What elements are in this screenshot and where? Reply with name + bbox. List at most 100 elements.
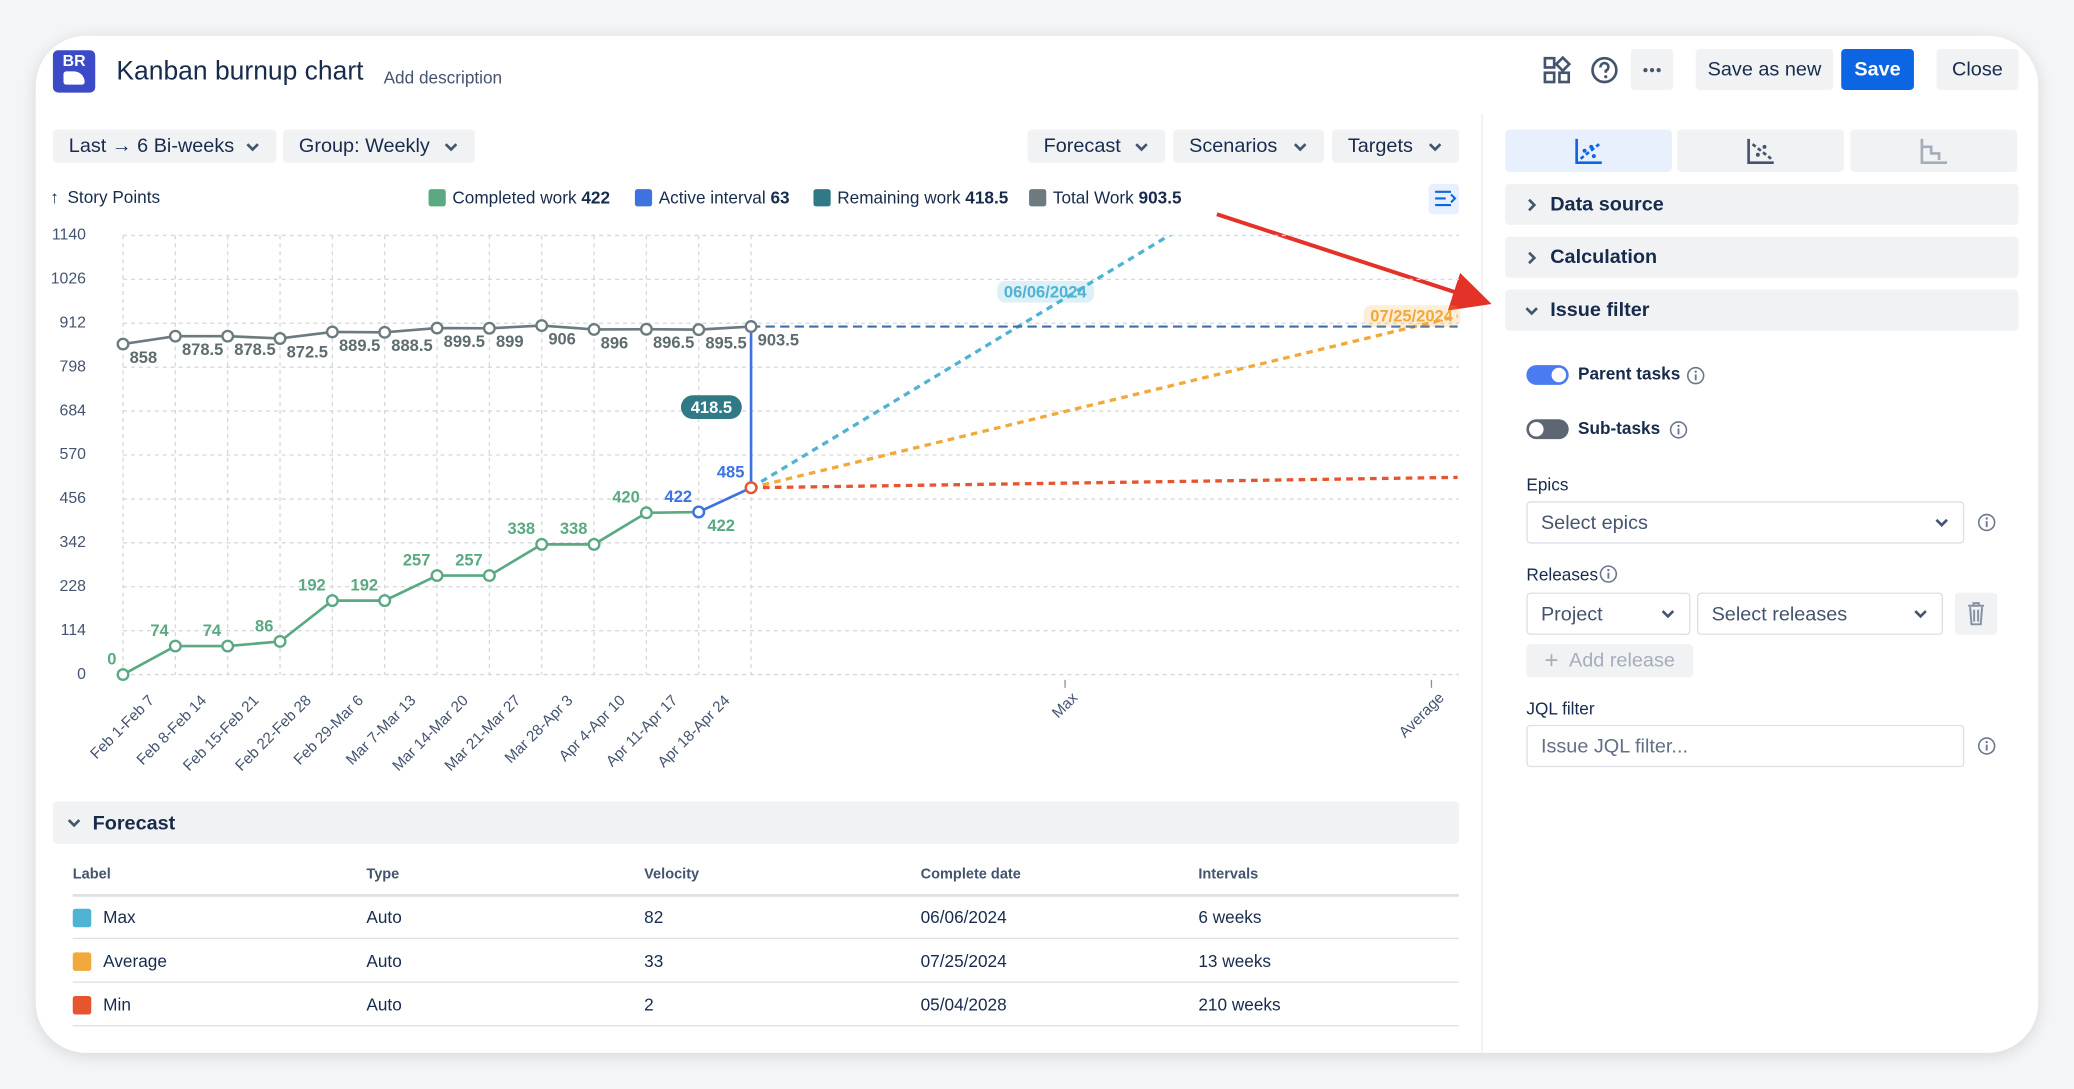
divider [1481,113,1483,1053]
forecast-title: Forecast [92,811,176,834]
data-label: 338 [560,519,588,538]
y-tick-label: 570 [60,446,87,463]
data-label: 889.5 [339,336,380,355]
y-tick-label: 912 [60,314,87,331]
x-tick-label: Max [1049,689,1082,722]
select[interactable]: Select releases [1697,592,1944,635]
info-icon[interactable] [1669,421,1688,440]
toggle[interactable] [1526,419,1569,440]
select[interactable]: Project [1526,592,1691,635]
cell: 13 weeks [1198,951,1272,971]
x-tick-label: Average [1396,689,1448,741]
y-tick-label: 456 [60,490,87,507]
data-label: 192 [298,575,326,594]
forecast-date: 07/25/2024 [1370,307,1453,326]
column-header: Complete date [920,866,1021,883]
chevron [1528,198,1537,211]
data-point [482,321,496,335]
legend-name: Completed work [452,187,577,207]
row-rule [72,937,1459,940]
cell: Auto [366,907,402,928]
y-axis-label: Story Points [67,187,160,207]
column-header: Type [366,866,400,883]
dropdown-label: Targets [1347,134,1413,158]
data-point [744,320,758,334]
header-rule [72,894,1459,897]
info-icon[interactable] [1977,513,1996,532]
accordion-title: Data source [1550,193,1664,216]
accordion-title: Calculation [1550,246,1658,269]
icon [1920,138,1948,165]
data-label: 896.5 [653,333,694,352]
description[interactable]: Add description [383,67,503,88]
remaining-badge [680,395,742,420]
chevron [1428,142,1442,151]
dropdown[interactable]: Targets [1331,129,1459,163]
placeholder: Issue JQL filter... [1540,734,1688,758]
annotation-arrow [1216,212,1492,311]
dropdown-label: Scenarios [1189,134,1278,158]
y-tick-label: 342 [60,534,87,551]
toggle-legend-icon[interactable] [1428,183,1459,215]
accordion[interactable]: Issue filter [1505,289,2019,331]
legend-value: 418.5 [965,187,1008,207]
cell: 6 weeks [1198,907,1262,928]
field-label: Epics [1526,474,1569,495]
legend-entry: Completed work 422 [452,187,610,207]
save-as-new-button[interactable]: Save as new [1695,48,1834,90]
accordion[interactable]: Data source [1505,183,2019,225]
dropdown[interactable]: Scenarios [1173,129,1325,163]
cell: Max [103,907,136,928]
data-point [430,569,444,583]
y-tick-label: 684 [60,402,87,419]
save-button[interactable]: Save [1841,48,1914,90]
cell: 05/04/2028 [920,994,1007,1015]
legend-swatch [428,189,446,207]
title: Kanban burnup chart [116,56,364,86]
close-button[interactable]: Close [1936,48,2019,90]
data-point [168,329,182,343]
tab-scatter[interactable] [1677,129,1844,172]
cell: 210 weeks [1198,994,1281,1015]
data-label: 86 [255,616,273,635]
dropdown[interactable]: Group: Weekly [283,129,475,163]
legend-entry: Remaining work 418.5 [837,187,1008,207]
layout-icon[interactable] [1537,49,1577,90]
select[interactable]: Select epics [1526,501,1965,544]
data-label: 0 [107,649,116,668]
data-point [639,322,653,336]
info-icon[interactable] [1686,366,1705,385]
dropdown[interactable]: Last → 6 Bi-weeks [52,129,277,163]
icon [1747,138,1774,165]
data-label: 420 [612,488,640,507]
data-label: 485 [717,463,745,482]
field-label: JQL filter [1526,698,1595,719]
delete-button[interactable] [1954,592,1998,635]
tab-step[interactable] [1850,129,2018,172]
text-input[interactable]: Issue JQL filter... [1526,724,1965,768]
data-label: 192 [351,575,379,594]
toggle[interactable] [1526,365,1569,385]
dropdown-label: Last → 6 Bi-weeks [68,134,235,158]
info-icon[interactable] [1977,737,1996,756]
legend-swatch [1029,189,1047,207]
dropdown[interactable]: Forecast [1027,129,1166,163]
field-label: Releases [1526,564,1599,585]
forecast-header[interactable]: Forecast [52,801,1459,844]
data-point [535,319,549,333]
legend-value: 63 [770,187,789,207]
forecast-date-badge [997,280,1094,303]
info-icon[interactable] [1599,565,1618,584]
data-point [639,506,653,520]
add-release-button[interactable]: + Add release [1526,644,1694,678]
data-label: 895.5 [705,334,746,353]
trash-icon [1968,602,1985,626]
data-label: 896 [601,333,629,352]
forecast-lines [750,235,1459,490]
tab-chart[interactable] [1505,129,1672,172]
more-icon[interactable] [1630,48,1674,90]
help-icon[interactable] [1585,49,1625,90]
accordion[interactable]: Calculation [1505,236,2019,278]
